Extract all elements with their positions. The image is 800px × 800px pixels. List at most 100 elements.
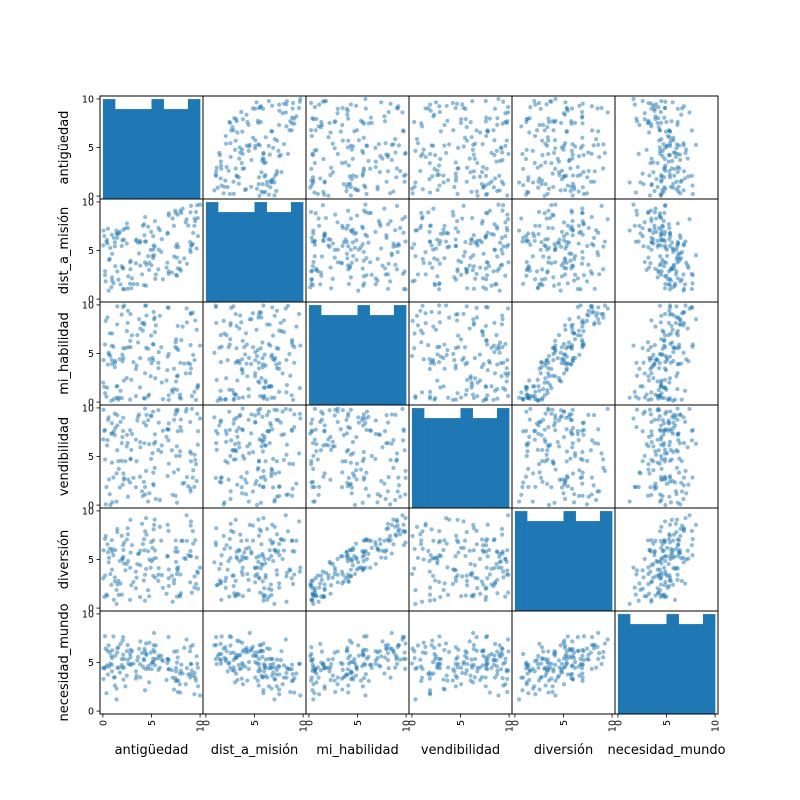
scatter-point bbox=[576, 154, 582, 159]
scatter-point bbox=[297, 311, 302, 317]
scatter-point bbox=[569, 429, 574, 434]
scatter-point bbox=[124, 221, 130, 226]
scatter-point bbox=[281, 101, 287, 106]
scatter-point bbox=[350, 156, 355, 161]
scatter-point bbox=[450, 100, 455, 106]
scatter-point bbox=[438, 657, 443, 662]
scatter-point bbox=[116, 277, 121, 282]
scatter-point bbox=[263, 459, 268, 464]
scatter-point bbox=[121, 378, 127, 383]
scatter-point bbox=[657, 427, 663, 432]
scatter-point bbox=[352, 661, 358, 666]
scatter-point bbox=[322, 423, 327, 428]
scatter-point bbox=[356, 560, 361, 565]
scatter-point bbox=[292, 360, 297, 365]
scatter-point bbox=[460, 216, 465, 221]
scatter-point bbox=[277, 585, 282, 590]
scatter-point bbox=[458, 120, 464, 125]
scatter-point bbox=[152, 441, 157, 446]
scatter-point bbox=[441, 587, 446, 593]
scatter-point bbox=[492, 349, 497, 355]
scatter-point bbox=[270, 305, 275, 310]
scatter-point bbox=[646, 374, 651, 379]
scatter-point bbox=[225, 669, 230, 674]
scatter-point bbox=[504, 138, 509, 143]
scatter-point bbox=[649, 390, 654, 395]
scatter-point bbox=[318, 448, 324, 453]
scatter-point bbox=[661, 428, 667, 433]
cell-antiguedad-vs-vendibilidad bbox=[408, 95, 513, 200]
scatter-point bbox=[687, 217, 692, 222]
scatter-point bbox=[592, 320, 597, 326]
cell-frame bbox=[511, 198, 616, 303]
scatter-point bbox=[455, 665, 460, 670]
scatter-point bbox=[121, 635, 126, 640]
scatter-point bbox=[597, 154, 602, 160]
scatter-point bbox=[669, 166, 674, 171]
scatter-point bbox=[494, 658, 499, 663]
scatter-point bbox=[530, 231, 536, 236]
scatter-point bbox=[174, 444, 179, 449]
scatter-point bbox=[453, 226, 458, 231]
scatter-point bbox=[174, 500, 180, 505]
x-tick-label: 10 bbox=[711, 720, 722, 732]
scatter-point bbox=[360, 500, 365, 505]
scatter-point bbox=[191, 468, 196, 473]
y-axis-label-dist-a-mision: dist_a_misión bbox=[57, 207, 72, 295]
scatter-point bbox=[112, 240, 117, 245]
scatter-point bbox=[175, 655, 180, 660]
scatter-point bbox=[450, 581, 455, 587]
scatter-point bbox=[272, 524, 277, 529]
scatter-point bbox=[458, 259, 464, 265]
scatter-point bbox=[646, 130, 652, 135]
scatter-point bbox=[379, 478, 384, 484]
scatter-point bbox=[116, 231, 121, 236]
scatter-point bbox=[570, 218, 575, 224]
scatter-point bbox=[128, 428, 133, 433]
scatter-point bbox=[289, 576, 294, 581]
scatter-point bbox=[156, 653, 161, 658]
scatter-point bbox=[563, 477, 568, 482]
scatter-point bbox=[375, 492, 380, 497]
scatter-point bbox=[432, 597, 437, 602]
histogram-bar bbox=[187, 99, 201, 199]
scatter-point bbox=[634, 360, 639, 365]
scatter-point bbox=[258, 119, 263, 125]
scatter-point bbox=[433, 578, 438, 583]
scatter-point bbox=[230, 573, 235, 578]
scatter-point bbox=[236, 175, 241, 180]
scatter-point bbox=[475, 576, 480, 581]
scatter-point bbox=[564, 231, 569, 236]
scatter-point bbox=[550, 171, 555, 176]
histogram-bar bbox=[690, 624, 704, 714]
scatter-point bbox=[257, 380, 262, 385]
scatter-point bbox=[442, 366, 447, 371]
scatter-point bbox=[683, 176, 688, 181]
scatter-point bbox=[327, 669, 332, 674]
scatter-point bbox=[151, 243, 156, 248]
scatter-point bbox=[483, 286, 489, 292]
scatter-point bbox=[530, 148, 535, 153]
scatter-point bbox=[467, 263, 472, 268]
scatter-point bbox=[396, 104, 401, 109]
scatter-point bbox=[647, 548, 653, 553]
scatter-point bbox=[627, 499, 632, 504]
scatter-point bbox=[472, 675, 477, 680]
scatter-point bbox=[227, 409, 232, 414]
scatter-point bbox=[580, 493, 585, 498]
scatter-point bbox=[445, 565, 450, 570]
scatter-point bbox=[555, 240, 560, 245]
scatter-point bbox=[212, 560, 217, 565]
scatter-point bbox=[564, 129, 569, 134]
scatter-point bbox=[326, 193, 331, 198]
scatter-point bbox=[289, 538, 295, 543]
scatter-point bbox=[188, 548, 193, 554]
scatter-point bbox=[412, 649, 417, 654]
scatter-point bbox=[505, 358, 510, 363]
scatter-point bbox=[270, 427, 275, 432]
scatter-point bbox=[479, 221, 485, 226]
scatter-point bbox=[191, 673, 196, 678]
scatter-point bbox=[652, 108, 657, 113]
scatter-point bbox=[576, 223, 582, 228]
scatter-point bbox=[642, 371, 647, 376]
